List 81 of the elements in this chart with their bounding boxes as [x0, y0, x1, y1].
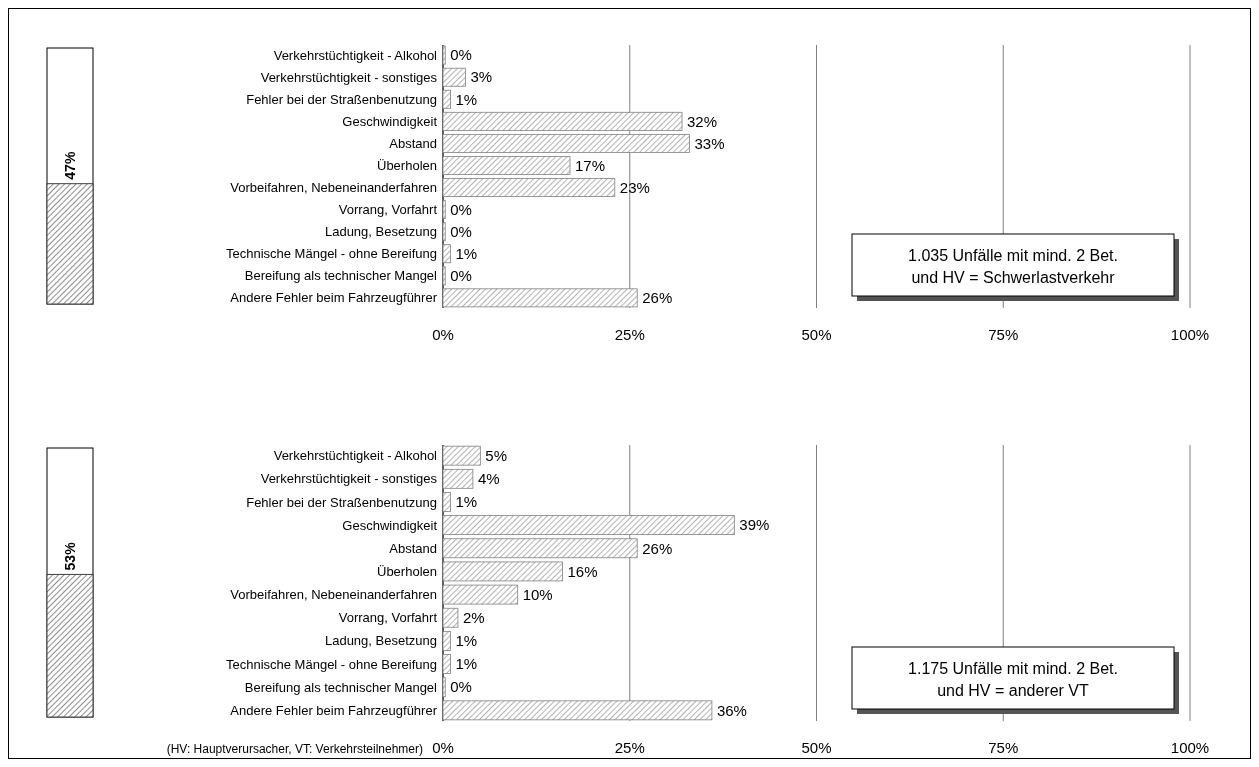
x-tick-label: 75% — [988, 739, 1019, 756]
data-label: 36% — [716, 701, 747, 719]
data-label: 5% — [485, 446, 508, 464]
data-label: 3% — [470, 68, 493, 86]
y-tick-label: Vorrang, Vorfahrt — [338, 202, 438, 218]
data-label: 0% — [450, 200, 472, 218]
x-tick-label: 0% — [432, 326, 454, 343]
bar — [442, 492, 451, 512]
bar — [442, 178, 616, 197]
y-tick-label: Fehler bei der Straßenbenutzung — [246, 494, 437, 510]
y-tick-label: Überholen — [377, 158, 437, 174]
data-label: 0% — [450, 267, 472, 285]
data-label: 1% — [455, 655, 478, 673]
y-tick-label: Abstand — [389, 135, 437, 151]
x-tick-label: 25% — [614, 326, 645, 343]
data-label: 0% — [450, 46, 472, 64]
y-tick-label: Vorrang, Vorfahrt — [338, 610, 438, 626]
data-label: 26% — [642, 289, 673, 307]
bar — [442, 156, 571, 175]
bar — [442, 222, 446, 242]
x-tick-label: 100% — [1170, 326, 1210, 343]
data-label: 1% — [455, 244, 478, 262]
data-label: 2% — [462, 608, 485, 626]
data-label: 39% — [739, 516, 770, 534]
x-tick-label: 0% — [432, 739, 454, 756]
bar — [442, 468, 474, 489]
y-tick-label: Ladung, Besetzung — [324, 633, 437, 649]
bar — [442, 244, 451, 264]
y-tick-label: Überholen — [377, 563, 437, 579]
y-tick-label: Vorbeifahren, Nebeneinanderfahren — [230, 180, 437, 196]
bar — [442, 89, 451, 109]
y-tick-label: Geschwindigkeit — [342, 517, 438, 533]
data-label: 1% — [455, 493, 478, 511]
bar — [442, 677, 446, 698]
y-tick-label: Technische Mängel - ohne Bereifung — [225, 246, 437, 262]
bar — [442, 266, 446, 286]
annotation: 1.175 Unfälle mit mind. 2 Bet. und HV = anderer VT — [908, 660, 1118, 699]
bar — [442, 584, 519, 605]
data-label: 26% — [642, 539, 673, 557]
bar — [442, 607, 459, 628]
bar — [442, 654, 451, 674]
x-tick-label: 75% — [988, 326, 1019, 343]
data-label: 1% — [455, 90, 478, 108]
data-label: 10% — [522, 585, 553, 603]
y-tick-label: Technische Mängel - ohne Bereifung — [225, 656, 437, 672]
text: (HV: Hauptverursacher, VT: Verkehrsteilnehmer) — [166, 742, 423, 756]
y-tick-label: Ladung, Besetzung — [324, 224, 437, 240]
x-tick-label: 50% — [801, 739, 832, 756]
y-tick-label: Verkehrstüchtigkeit - sonstiges — [260, 471, 438, 487]
y-tick-label: Andere Fehler beim Fahrzeugführer — [230, 290, 438, 306]
data-label: 23% — [619, 178, 650, 196]
y-tick-label: Verkehrstüchtigkeit - Alkohol — [273, 47, 438, 63]
y-tick-label: Andere Fehler beim Fahrzeugführer — [230, 702, 438, 718]
y-tick-label: Verkehrstüchtigkeit - sonstiges — [260, 69, 438, 85]
y-tick-label: Vorbeifahren, Nebeneinanderfahren — [230, 587, 437, 603]
y-tick-label: Abstand — [389, 540, 437, 556]
data-label: 17% — [574, 156, 606, 174]
data-label: 0% — [450, 222, 472, 240]
x-tick-label: 25% — [614, 739, 645, 756]
data-label: 53% — [62, 541, 78, 571]
bar — [442, 561, 563, 582]
data-label: 4% — [477, 470, 500, 488]
data-label: 16% — [567, 562, 598, 580]
data-label: 33% — [694, 134, 725, 152]
y-tick-label: Bereifung als technischer Mangel — [244, 268, 438, 284]
y-tick-label: Bereifung als technischer Mangel — [244, 679, 438, 695]
y-tick-label: Geschwindigkeit — [342, 113, 438, 129]
bar — [442, 445, 481, 466]
bar — [442, 45, 446, 65]
y-tick-label: Verkehrstüchtigkeit - Alkohol — [273, 448, 438, 464]
data-label: 0% — [450, 678, 472, 696]
annotation: 1.035 Unfälle mit mind. 2 Bet. und HV = Schwerlastverkehr — [908, 247, 1118, 286]
data-label: 32% — [687, 112, 718, 130]
data-label: 1% — [455, 632, 478, 650]
bar — [442, 200, 446, 220]
bar — [442, 630, 451, 651]
x-tick-label: 50% — [801, 326, 832, 343]
x-tick-label: 100% — [1170, 739, 1210, 756]
y-tick-label: Fehler bei der Straßenbenutzung — [246, 91, 437, 107]
bar — [442, 67, 466, 87]
data-label: 47% — [62, 151, 78, 180]
